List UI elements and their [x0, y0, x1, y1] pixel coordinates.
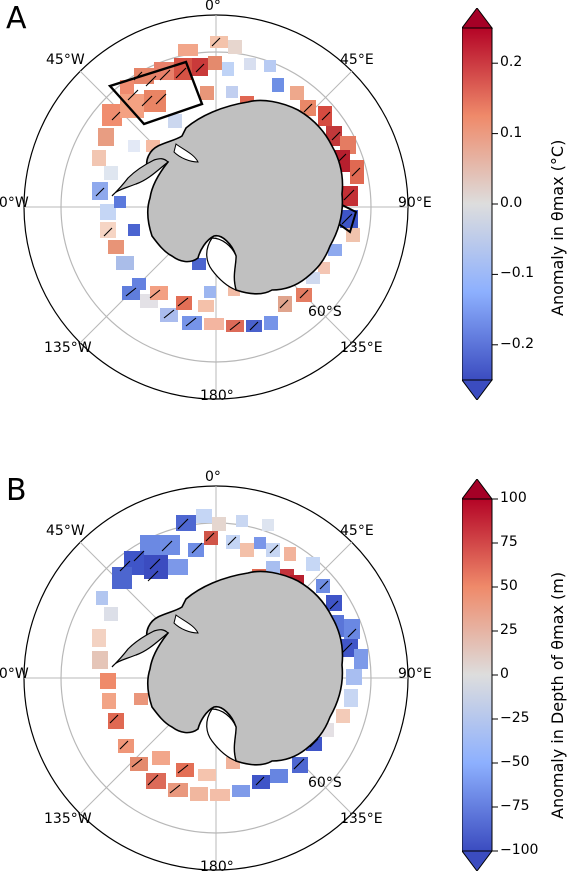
colorbar-extend-high	[462, 8, 493, 29]
lon-label-90w: 90°W	[0, 195, 29, 211]
lon-label-180: 180°	[200, 859, 234, 875]
hatching	[95, 37, 361, 331]
lon-label-135w: 135°W	[44, 340, 92, 356]
lon-label-45e: 45°E	[340, 52, 374, 68]
colorbar-gradient	[462, 479, 498, 871]
lon-label-90w: 90°W	[0, 666, 29, 682]
panel-letter: B	[6, 473, 27, 508]
colorbar-label: Anomaly in θmax (°C)	[548, 139, 567, 316]
colorbar: 100 75 50 25 0 −25 −50 −75 −100	[462, 479, 538, 871]
colorbar-gradient	[462, 8, 498, 400]
panel-a: A	[0, 0, 571, 438]
colorbar-tick-label: −0.1	[500, 265, 534, 282]
lat-label-60s: 60°S	[308, 775, 342, 791]
colorbar-tick-label: 25	[500, 622, 518, 638]
panel-letter: A	[6, 1, 27, 36]
lon-label-135e: 135°E	[340, 340, 383, 356]
colorbar-tick-label: 0.0	[500, 195, 523, 211]
colorbar: 0.2 0.1 0.0 −0.1 −0.2	[462, 8, 534, 400]
colorbar-tick-label: −100	[500, 842, 539, 858]
lon-label-135w: 135°W	[44, 811, 92, 827]
anomaly-cells	[92, 509, 368, 801]
colorbar-tick-label: 100	[500, 490, 527, 506]
colorbar-tick-label: −0.2	[500, 335, 534, 352]
antarctica-landmass	[111, 570, 344, 766]
colorbar-tick-label: 50	[500, 578, 518, 594]
colorbar-tick-label: −50	[500, 754, 530, 770]
colorbar-label: Anomaly in Depth of θmax (m)	[548, 571, 567, 819]
colorbar-tick-label: −25	[500, 710, 530, 726]
polar-map	[23, 485, 409, 871]
colorbar-tick-label: 0.1	[500, 124, 523, 141]
colorbar-tick-label: 0	[500, 666, 509, 682]
antarctica-landmass	[111, 99, 344, 295]
colorbar-tick-label: 75	[500, 534, 518, 550]
colorbar-extend-low	[462, 850, 493, 871]
polar-map	[23, 14, 409, 400]
lon-label-135e: 135°E	[340, 811, 383, 827]
panel-b: B	[0, 439, 571, 877]
colorbar-extend-low	[462, 379, 493, 400]
colorbar-extend-high	[462, 479, 493, 500]
colorbar-tick-label: −75	[500, 798, 530, 814]
lat-label-60s: 60°S	[308, 304, 342, 320]
lon-label-0: 0°	[205, 469, 221, 485]
lon-label-0: 0°	[205, 0, 221, 14]
lon-label-90e: 90°E	[398, 666, 432, 682]
lon-label-90e: 90°E	[398, 195, 432, 211]
lon-label-45w: 45°W	[46, 523, 85, 539]
hatching	[109, 518, 357, 794]
lon-label-45e: 45°E	[340, 523, 374, 539]
colorbar-tick-label: 0.2	[500, 54, 523, 71]
lon-label-45w: 45°W	[46, 52, 85, 68]
lon-label-180: 180°	[200, 388, 234, 404]
